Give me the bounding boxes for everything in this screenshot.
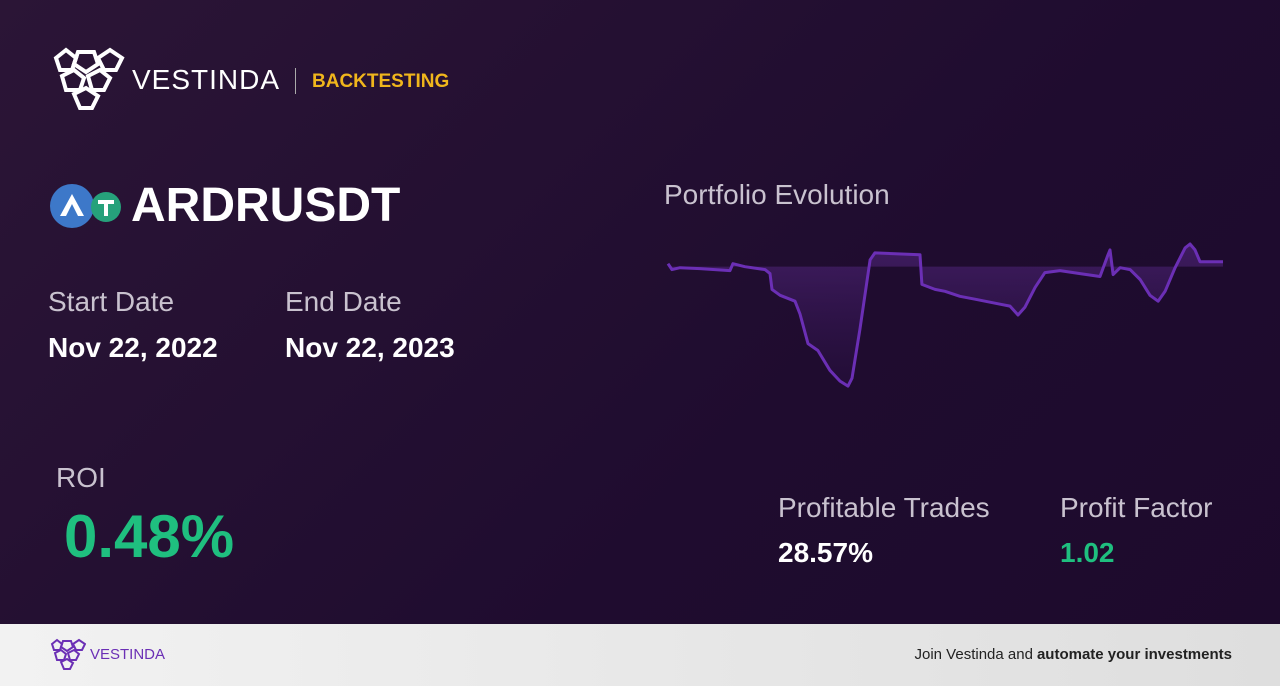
roi-label: ROI	[56, 462, 106, 493]
footer-cta: Join Vestinda and automate your investmen…	[915, 646, 1233, 663]
footer-brand: VESTINDA	[90, 646, 166, 663]
pair: ARDRUSDT	[131, 179, 401, 232]
footer-emphasis: automate your investments	[1036, 646, 1232, 663]
chart	[666, 242, 1223, 388]
logo	[53, 47, 125, 110]
factor-value: 1.02	[1060, 537, 1115, 568]
trades-value: 28.57%	[778, 537, 873, 568]
end-value: Nov 22, 2023	[285, 332, 455, 363]
start-value: Nov 22, 2022	[48, 332, 218, 363]
footer-logo	[50, 638, 86, 670]
end-label: End Date	[285, 286, 402, 317]
area	[668, 244, 1223, 387]
factor-label: Profit Factor	[1060, 492, 1213, 523]
brand: VESTINDA	[132, 64, 281, 95]
footer: VESTINDA Join Vestinda and automate your …	[0, 624, 1280, 686]
footer-text: Join Vestinda and	[914, 646, 1033, 663]
coin-icons	[50, 184, 121, 228]
chart-title: Portfolio Evolution	[664, 179, 890, 210]
roi-value: 0.48%	[64, 503, 235, 570]
trades-label: Profitable Trades	[778, 492, 990, 523]
line	[666, 242, 1223, 388]
divider	[295, 68, 296, 94]
section: BACKTESTING	[312, 71, 450, 92]
start-label: Start Date	[48, 286, 175, 317]
